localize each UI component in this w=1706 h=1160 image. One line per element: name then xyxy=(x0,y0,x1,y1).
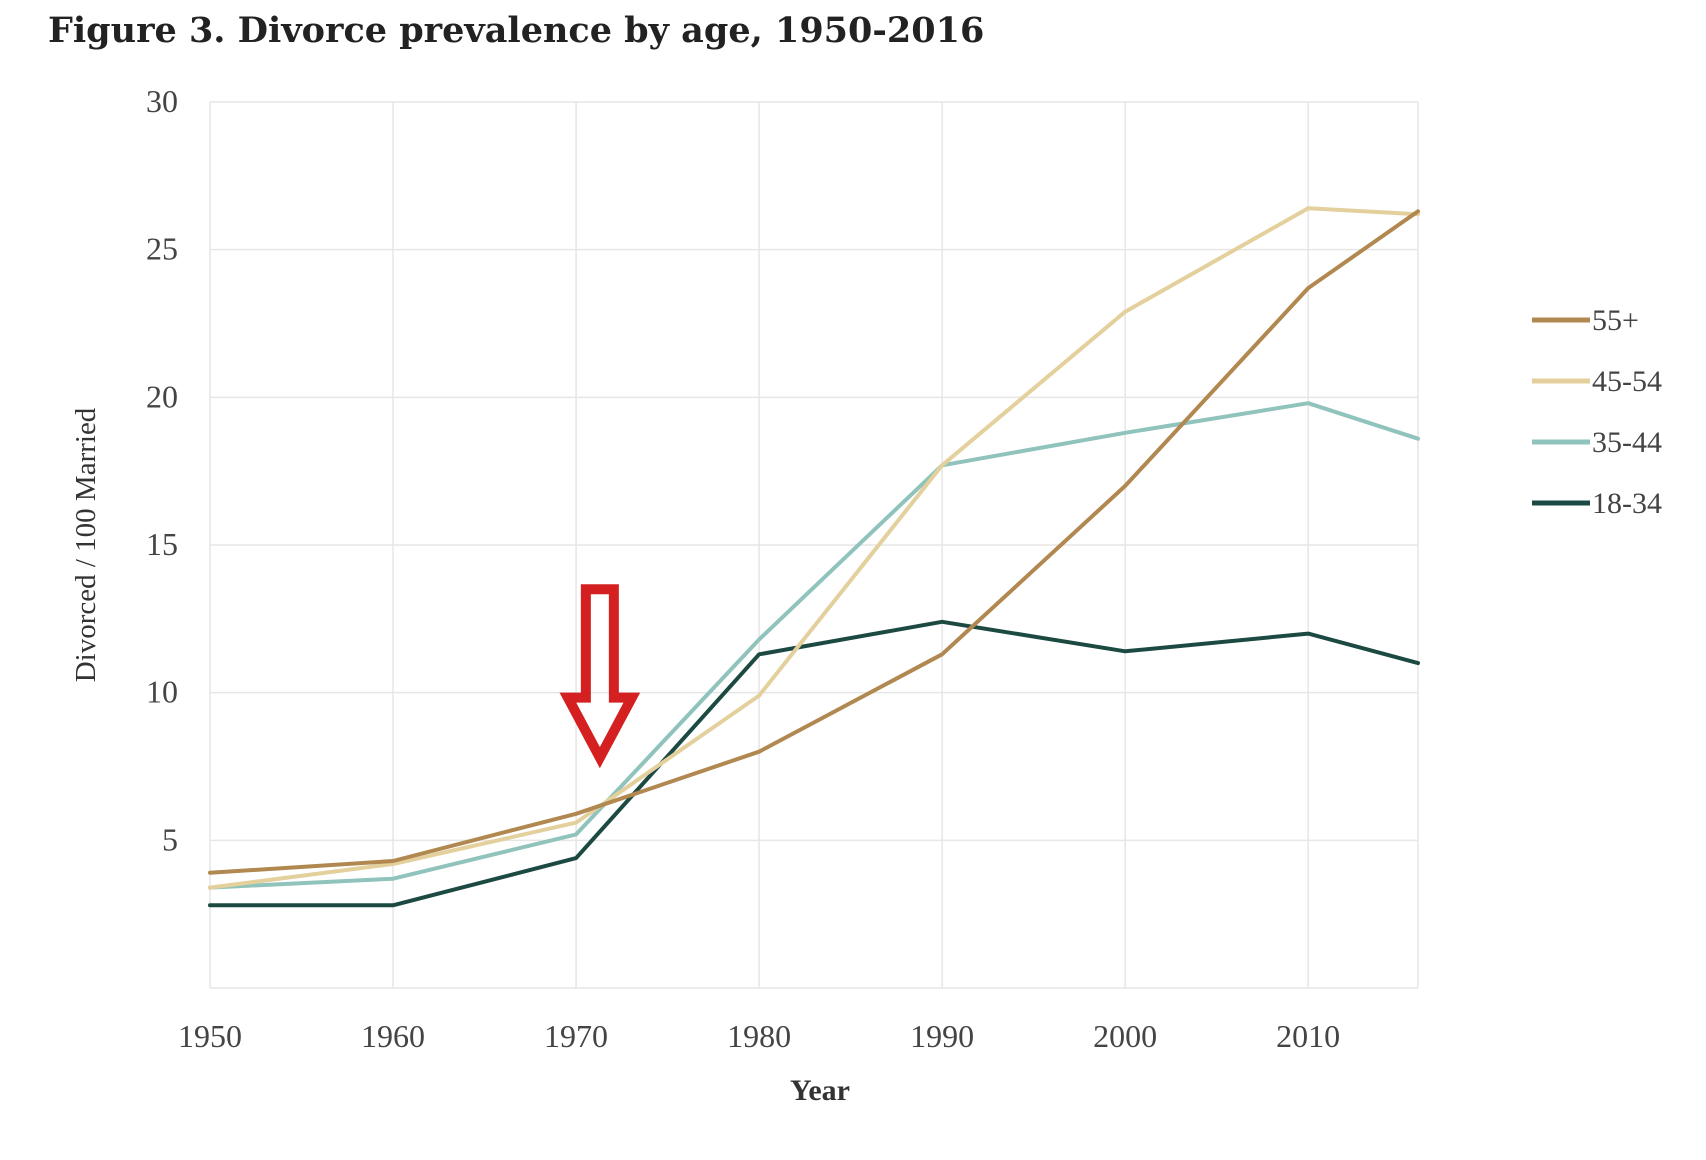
y-tick-label: 25 xyxy=(146,231,178,267)
series-line-18-34 xyxy=(208,619,1420,908)
x-tick-label: 1960 xyxy=(361,1018,425,1054)
legend-label-35-44: 35-44 xyxy=(1592,426,1662,459)
y-tick-labels: 5 10 15 20 25 30 xyxy=(146,83,178,857)
series-lines xyxy=(208,206,1420,908)
y-tick-label: 20 xyxy=(146,378,178,414)
x-tick-label: 2000 xyxy=(1093,1018,1157,1054)
y-tick-label: 30 xyxy=(146,83,178,119)
y-tick-label: 15 xyxy=(146,526,178,562)
x-tick-label: 2010 xyxy=(1276,1018,1340,1054)
red-down-arrow-annotation xyxy=(559,584,641,769)
x-tick-label: 1950 xyxy=(178,1018,242,1054)
x-tick-labels: 1950 1960 1970 1980 1990 2000 2010 xyxy=(178,1018,1340,1054)
y-tick-label: 10 xyxy=(146,674,178,710)
x-tick-label: 1970 xyxy=(544,1018,608,1054)
gridlines xyxy=(209,101,1419,989)
y-axis-label: Divorced / 100 Married xyxy=(70,407,102,682)
legend-label-45-54: 45-54 xyxy=(1592,365,1662,398)
legend-label-55: 55+ xyxy=(1592,304,1639,337)
series-line-55 xyxy=(208,209,1420,875)
chart-title: Figure 3. Divorce prevalence by age, 195… xyxy=(48,10,985,51)
x-tick-label: 1990 xyxy=(910,1018,974,1054)
legend-label-18-34: 18-34 xyxy=(1592,487,1662,520)
legend: 55+ 45-54 35-44 18-34 xyxy=(1532,304,1662,520)
annotation-layer xyxy=(559,584,641,769)
series-line-45-54 xyxy=(208,206,1420,890)
x-tick-label: 1980 xyxy=(727,1018,791,1054)
y-tick-label: 5 xyxy=(162,821,178,857)
series-line-35-44 xyxy=(208,401,1420,890)
x-axis-label: Year xyxy=(790,1074,850,1107)
